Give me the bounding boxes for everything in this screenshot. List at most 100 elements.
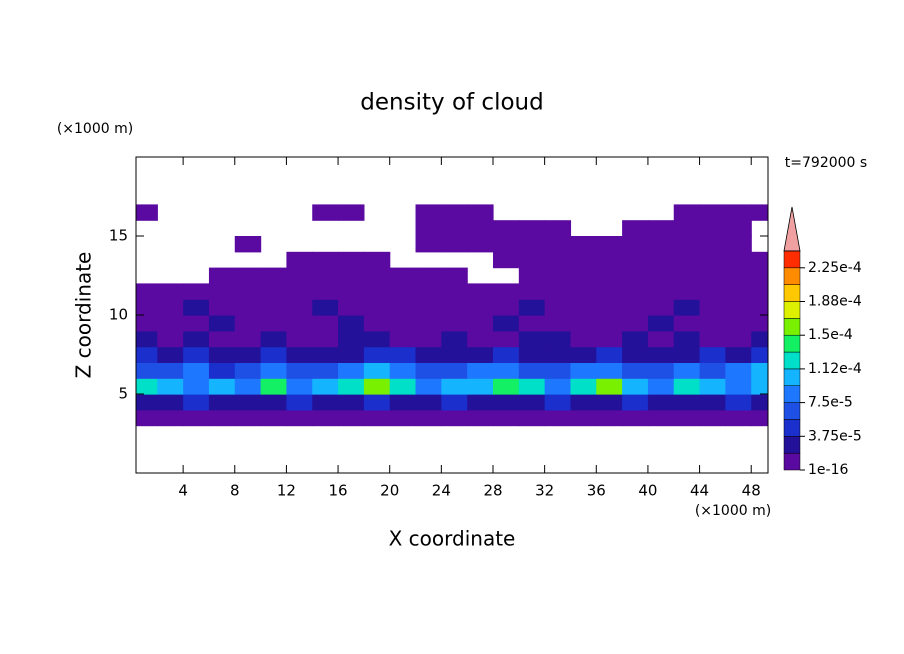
contour-cell (157, 441, 183, 457)
contour-cell (416, 157, 442, 173)
contour-cell (467, 236, 494, 253)
contour-cell (338, 330, 365, 348)
contour-cell (234, 283, 262, 300)
contour-cell (234, 394, 262, 411)
contour-cell (751, 409, 768, 427)
contour-cell (363, 330, 391, 348)
contour-cell (518, 267, 546, 284)
contour-cell (596, 236, 623, 253)
contour-cell (312, 236, 338, 252)
contour-cell (389, 362, 417, 379)
contour-cell (467, 330, 494, 348)
contour-cell (492, 346, 520, 363)
contour-cell (467, 362, 494, 379)
contour-cell (183, 189, 209, 205)
contour-cell (467, 189, 493, 205)
contour-cell (157, 457, 183, 473)
contour-cell (364, 173, 390, 189)
contour-cell (441, 267, 468, 284)
contour-cell (312, 330, 339, 348)
contour-cell (725, 220, 752, 237)
contour-cell (338, 457, 364, 473)
x-unit: (×1000 m) (695, 503, 771, 519)
contour-cell (493, 426, 519, 442)
contour-cell (312, 426, 338, 442)
contour-cell (183, 299, 210, 316)
contour-cell (570, 378, 597, 395)
contour-cell (751, 330, 768, 348)
contour-cell (390, 220, 416, 236)
contour-cell (622, 251, 649, 269)
contour-cell (622, 315, 649, 332)
contour-cell (312, 378, 339, 395)
x-tick-label: 32 (535, 482, 554, 500)
contour-cell (518, 283, 546, 300)
contour-cell (622, 267, 649, 284)
contour-cell (416, 173, 442, 189)
contour-cell (415, 362, 442, 379)
contour-cell (183, 362, 210, 379)
contour-cell (673, 283, 701, 300)
contour-cell (416, 426, 442, 442)
contour-cell (699, 220, 726, 237)
contour-cell (699, 299, 726, 316)
contour-cell (467, 220, 494, 237)
contour-cell (518, 362, 546, 379)
contour-cell (209, 441, 235, 457)
contour-cell (673, 220, 701, 237)
contour-cell (235, 252, 261, 268)
contour-cell (648, 426, 674, 442)
contour-cell (544, 251, 572, 269)
contour-cell (441, 426, 467, 442)
colorbar-box (783, 402, 801, 420)
contour-cell (312, 409, 339, 427)
contour-cell (596, 330, 623, 348)
contour-cell (260, 299, 288, 316)
contour-cell (136, 330, 158, 348)
contour-cell (136, 362, 158, 379)
contour-cell (286, 157, 312, 173)
contour-cell (519, 441, 545, 457)
contour-cell (493, 441, 519, 457)
contour-cell (260, 362, 288, 379)
contour-cell (209, 157, 235, 173)
contour-cell (183, 409, 210, 427)
contour-cell (648, 204, 674, 220)
contour-cell (596, 378, 623, 395)
contour-cell (183, 173, 209, 189)
contour-cell (518, 220, 546, 237)
contour-cell (544, 409, 572, 427)
contour-cell (622, 409, 649, 427)
contour-cell (286, 362, 313, 379)
y-axis-label: Z coordinate (72, 252, 96, 379)
contour-cell (751, 346, 768, 363)
contour-cell (545, 441, 571, 457)
contour-cell (751, 362, 768, 379)
contour-cell (518, 346, 546, 363)
contour-cell (157, 330, 184, 348)
contour-cell (286, 457, 312, 473)
contour-cell (725, 204, 752, 221)
colorbar-box (783, 351, 801, 370)
contour-cell (441, 236, 468, 253)
contour-cell (544, 299, 572, 316)
contour-cell (364, 189, 390, 205)
contour-cell (699, 251, 726, 269)
contour-cell (492, 283, 520, 300)
contour-cell (751, 204, 768, 221)
contour-cell (364, 157, 390, 173)
contour-cell (441, 378, 468, 395)
contour-cell (519, 426, 545, 442)
colorbar-box (783, 385, 801, 403)
contour-cell (286, 378, 313, 395)
contour-cell (493, 157, 519, 173)
contour-cell (467, 252, 493, 268)
contour-cell (596, 267, 623, 284)
contour-cell (467, 157, 493, 173)
contour-cell (208, 346, 236, 363)
contour-cell (235, 173, 261, 189)
contour-cell (545, 189, 571, 205)
contour-cell (312, 173, 338, 189)
contour-cell (700, 426, 726, 442)
contour-cell (389, 315, 417, 332)
